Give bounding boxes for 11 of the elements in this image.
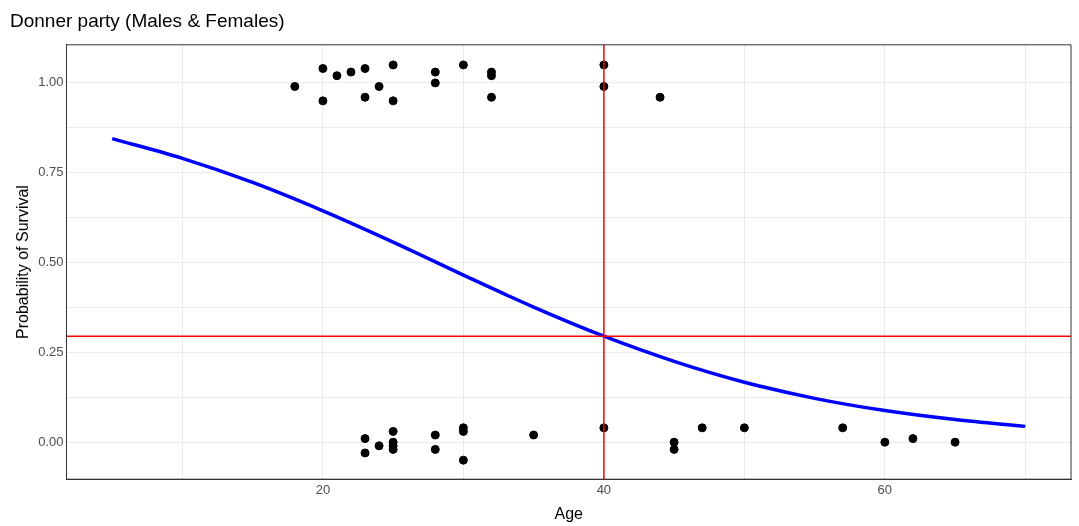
y-axis-title: Probability of Survival	[14, 185, 32, 339]
y-tick-label: 0.75	[38, 164, 64, 180]
y-tick-label: 0.00	[38, 433, 64, 449]
x-tick-label: 40	[596, 481, 612, 497]
y-tick-label: 0.25	[38, 343, 64, 359]
x-tick-label: 60	[877, 481, 893, 497]
x-axis-title: Age	[554, 504, 584, 522]
y-tick-label: 1.00	[38, 74, 64, 90]
y-tick-label: 0.50	[38, 254, 64, 270]
x-tick-label: 20	[315, 481, 331, 497]
chart-title: Donner party (Males & Females)	[10, 9, 285, 31]
